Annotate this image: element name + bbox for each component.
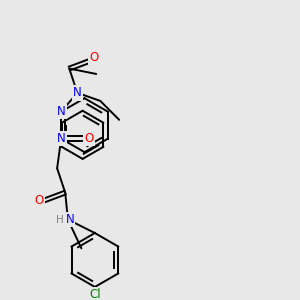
Text: Cl: Cl bbox=[89, 288, 101, 300]
Text: O: O bbox=[84, 132, 94, 145]
Text: N: N bbox=[57, 132, 65, 145]
Text: N: N bbox=[57, 105, 65, 118]
Text: N: N bbox=[73, 86, 82, 99]
Text: N: N bbox=[65, 213, 74, 226]
Text: O: O bbox=[89, 51, 98, 64]
Text: H: H bbox=[56, 214, 64, 224]
Text: O: O bbox=[34, 194, 44, 207]
